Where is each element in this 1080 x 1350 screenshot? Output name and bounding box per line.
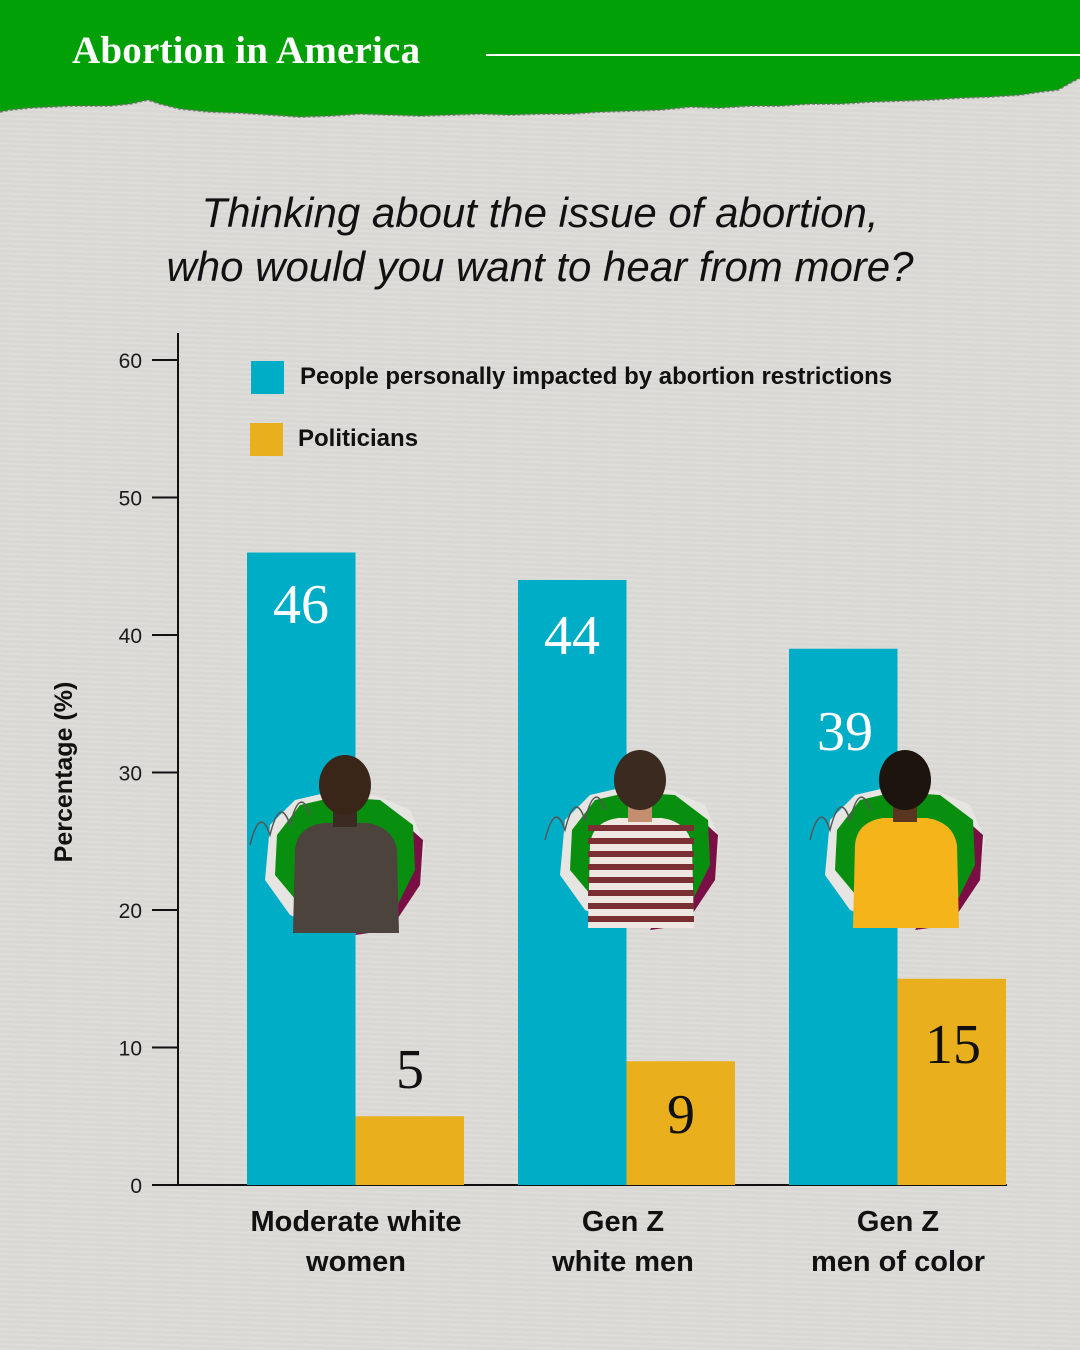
- y-tick-label: 10: [119, 1038, 142, 1061]
- value-label-impacted: 39: [817, 701, 873, 763]
- value-label-impacted: 46: [273, 574, 329, 636]
- value-label-politicians: 9: [667, 1084, 695, 1146]
- bar-layer: [247, 552, 1006, 1185]
- chart-question: Thinking about the issue of abortion, wh…: [40, 186, 1040, 294]
- question-line-1: Thinking about the issue of abortion,: [201, 189, 879, 236]
- bar-politicians: [626, 1061, 735, 1185]
- value-label-politicians: 15: [925, 1014, 981, 1076]
- torn-green-banner: [0, 0, 1080, 119]
- value-label-politicians: 5: [396, 1039, 424, 1101]
- y-tick-label: 60: [119, 350, 142, 373]
- y-axis-label: Percentage (%): [50, 682, 78, 863]
- y-tick-label: 0: [130, 1175, 142, 1198]
- legend-swatch-impacted: [251, 361, 284, 394]
- category-labels: Moderate white women Gen Z white men Gen Z me…: [250, 1206, 985, 1278]
- legend: People personally impacted by abortion r…: [250, 361, 892, 456]
- y-tick-label: 30: [119, 763, 142, 786]
- header-title: Abortion in America: [72, 29, 421, 72]
- value-label-layer: 46 44 39 5 9 15: [273, 574, 981, 1146]
- man-striped-shirt-photo-icon: [544, 750, 720, 930]
- y-tick-label: 50: [119, 488, 142, 511]
- category-label: white men: [551, 1246, 694, 1278]
- y-tick-label: 40: [119, 625, 142, 648]
- header-banner: Abortion in America: [0, 0, 1080, 125]
- y-tick-label: 20: [119, 900, 142, 923]
- legend-swatch-politicians: [250, 423, 283, 456]
- bar-politicians: [897, 978, 1006, 1185]
- category-label: women: [305, 1246, 406, 1278]
- legend-label-impacted: People personally impacted by abortion r…: [300, 363, 892, 390]
- category-label: men of color: [811, 1246, 985, 1278]
- value-label-impacted: 44: [544, 605, 600, 667]
- category-label: Gen Z: [857, 1206, 939, 1238]
- man-yellow-shirt-photo-icon: [809, 750, 985, 930]
- category-label: Gen Z: [582, 1206, 664, 1238]
- bar-politicians: [355, 1116, 464, 1185]
- header-rule: [486, 54, 1080, 56]
- category-label: Moderate white: [250, 1206, 461, 1238]
- photo-layer: [249, 750, 985, 935]
- legend-label-politicians: Politicians: [298, 425, 418, 452]
- woman-back-photo-icon: [249, 755, 425, 935]
- question-line-2: who would you want to hear from more?: [166, 243, 914, 290]
